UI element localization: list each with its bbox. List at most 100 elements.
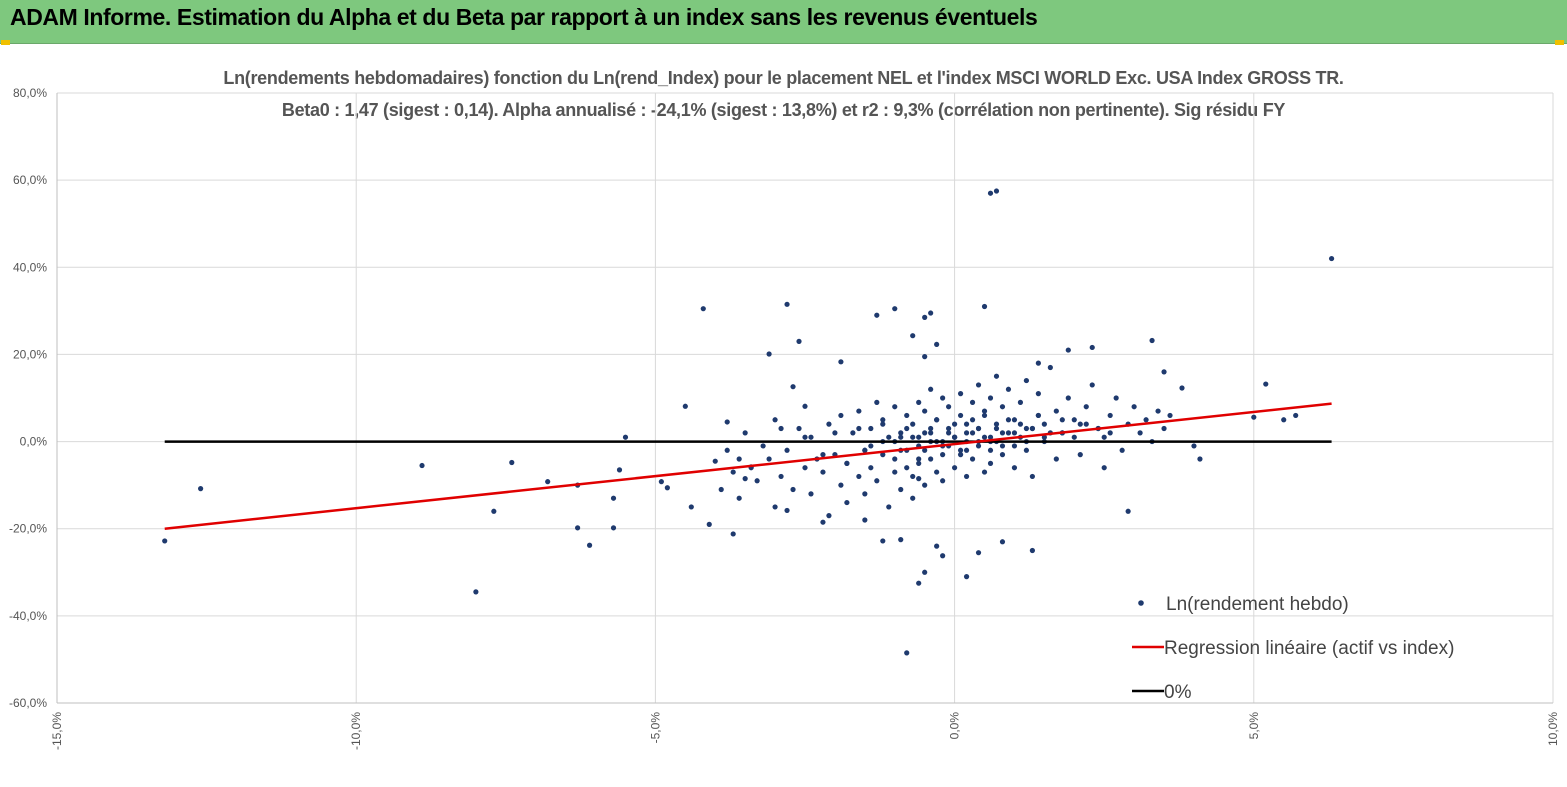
data-point — [198, 486, 204, 492]
data-point — [1077, 421, 1083, 427]
data-point — [981, 408, 988, 414]
data-point — [754, 478, 760, 484]
data-point — [880, 538, 886, 544]
data-point — [969, 399, 976, 405]
x-tick-label: 10,0% — [1546, 712, 1560, 746]
data-point — [664, 485, 670, 491]
data-point — [981, 434, 988, 440]
data-point — [838, 482, 844, 488]
y-tick-label: -40,0% — [9, 609, 47, 623]
data-point — [975, 382, 982, 388]
data-point — [1161, 425, 1167, 432]
data-point — [808, 491, 814, 497]
data-point — [1053, 408, 1059, 414]
data-point — [957, 412, 964, 419]
data-point — [969, 456, 976, 462]
data-point — [622, 434, 629, 440]
data-point — [700, 306, 706, 312]
data-point — [963, 574, 970, 580]
y-axis-ticks: 80,0% 60,0% 40,0% 20,0% 0,0% -20,0% -40,0% -60,… — [9, 86, 47, 710]
data-point — [682, 403, 688, 409]
data-point — [963, 473, 970, 480]
data-point — [880, 452, 886, 458]
data-point — [1005, 386, 1012, 392]
data-point — [736, 495, 742, 501]
y-tick-label: 60,0% — [13, 173, 47, 187]
data-point — [1107, 430, 1113, 436]
data-point — [862, 491, 868, 497]
data-point — [712, 458, 718, 464]
data-point — [898, 537, 904, 543]
data-point — [874, 312, 880, 318]
data-point — [892, 404, 898, 410]
data-point — [940, 553, 946, 559]
data-point — [928, 456, 934, 462]
data-point — [826, 513, 832, 519]
data-point — [940, 395, 946, 401]
data-point — [880, 421, 886, 427]
data-point — [784, 507, 790, 514]
legend: Ln(rendement hebdo) Regression linéaire (… — [1132, 594, 1454, 703]
axis-lines — [56, 93, 1553, 704]
data-point — [934, 341, 940, 348]
data-point — [1029, 473, 1035, 480]
data-point — [963, 430, 970, 436]
data-point — [724, 419, 730, 425]
data-point — [802, 465, 808, 471]
x-tick-label: 5,0% — [1247, 712, 1261, 740]
data-point — [545, 479, 551, 485]
legend-entry: 0% — [1164, 682, 1192, 703]
data-point — [856, 408, 862, 414]
data-point — [1293, 412, 1299, 419]
data-point — [1149, 337, 1155, 344]
data-point — [838, 412, 844, 419]
data-point — [946, 425, 952, 432]
data-point — [808, 434, 814, 440]
data-point — [916, 434, 922, 440]
data-point — [1035, 412, 1041, 419]
data-point — [934, 417, 940, 423]
data-point — [993, 421, 1000, 427]
data-point — [1065, 395, 1071, 401]
x-tick-label: -5,0% — [648, 712, 662, 744]
data-point — [1125, 508, 1131, 514]
data-point — [969, 417, 976, 423]
data-point — [778, 425, 784, 432]
data-point — [1035, 360, 1041, 366]
data-point — [473, 589, 479, 595]
data-point — [820, 519, 826, 525]
data-point — [610, 495, 617, 501]
data-point — [975, 550, 982, 556]
data-point — [910, 495, 916, 501]
data-point — [419, 462, 425, 469]
data-point — [1077, 452, 1083, 458]
data-point — [1263, 381, 1269, 387]
data-point — [904, 425, 910, 432]
data-point — [993, 373, 1000, 379]
data-point — [868, 425, 874, 432]
data-point — [910, 333, 916, 339]
data-point — [886, 504, 892, 510]
data-point — [916, 456, 922, 462]
data-point — [981, 303, 988, 310]
regression-line — [164, 402, 1332, 530]
data-point — [1143, 417, 1149, 423]
data-point — [586, 542, 593, 548]
data-point — [856, 425, 862, 432]
data-point — [963, 421, 970, 427]
data-point — [1137, 430, 1143, 436]
data-point — [1035, 391, 1041, 397]
data-point — [999, 404, 1006, 410]
data-point — [892, 469, 898, 475]
data-point — [610, 525, 617, 531]
data-point — [898, 430, 904, 436]
data-point — [1089, 382, 1095, 388]
data-point — [730, 469, 736, 475]
data-point — [916, 580, 922, 586]
data-point — [963, 447, 970, 453]
report-title: ADAM Informe. Estimation du Alpha et du … — [10, 4, 1038, 30]
data-point — [1071, 417, 1077, 423]
x-tick-label: 0,0% — [948, 712, 962, 740]
y-tick-label: 80,0% — [13, 86, 47, 100]
data-point — [874, 478, 880, 484]
